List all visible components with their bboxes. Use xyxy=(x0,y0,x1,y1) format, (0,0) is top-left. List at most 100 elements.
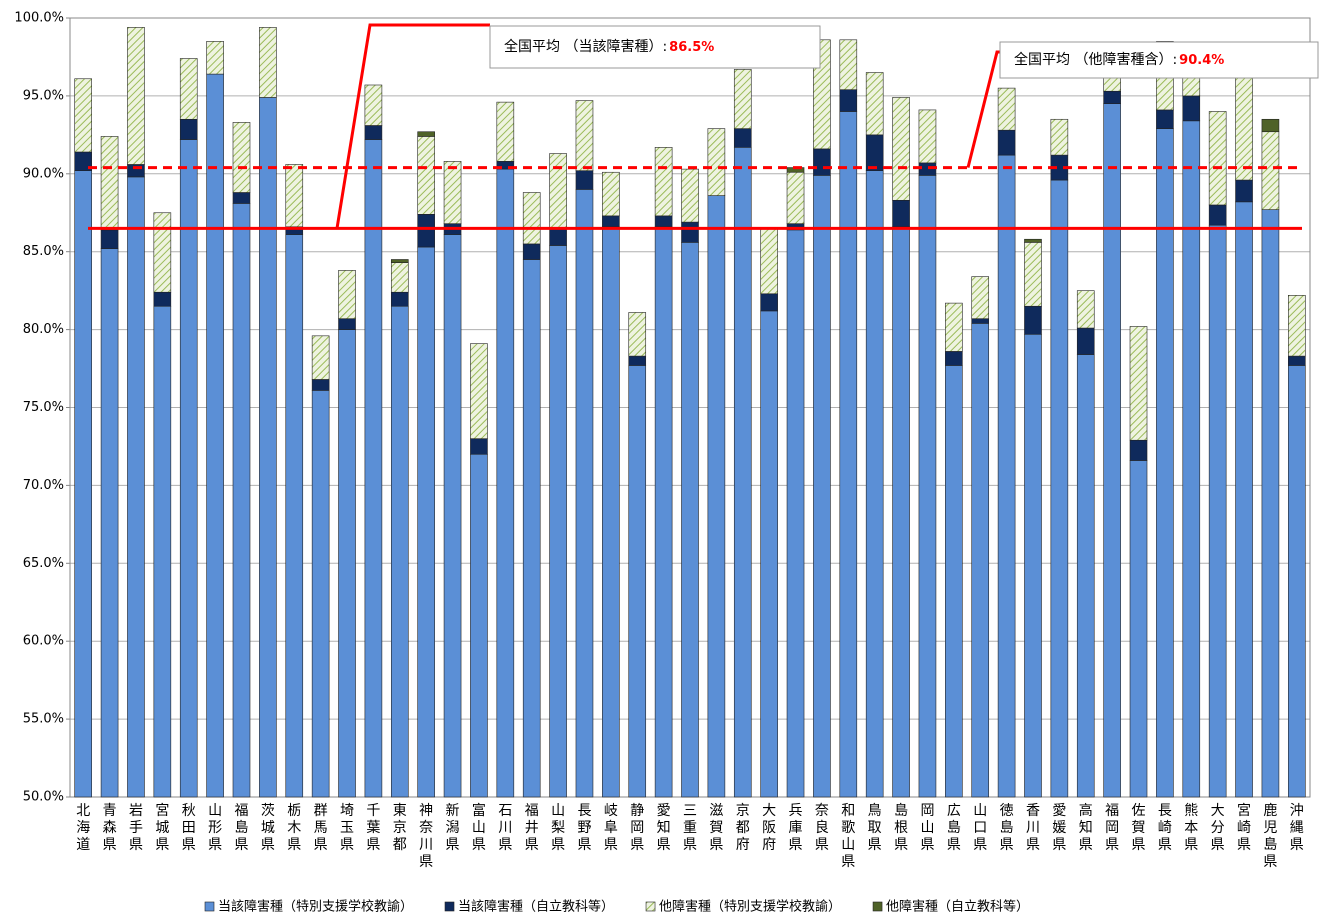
legend-swatch xyxy=(444,901,455,912)
bar-segment xyxy=(311,379,330,391)
y-tick-label: 85.0% xyxy=(23,244,64,259)
y-tick-label: 55.0% xyxy=(23,712,64,727)
bar-segment xyxy=(364,139,383,798)
bar-segment xyxy=(127,27,145,165)
bar-segment xyxy=(707,195,726,798)
x-tick-label: 静岡県 xyxy=(630,803,644,853)
x-tick-label: 栃木県 xyxy=(287,803,301,853)
bar-segment xyxy=(417,131,435,137)
legend-label: 他障害種（自立教科等） xyxy=(886,899,1029,915)
bar-segment xyxy=(997,154,1016,798)
bar-segment xyxy=(760,310,778,798)
bar-segment xyxy=(628,312,647,357)
bar-segment xyxy=(338,318,356,330)
reference-lines: 全国平均 （当該障害種）: 86.5% 全国平均 （他障害種含）: 90.4% xyxy=(88,23,1319,230)
bar-segment xyxy=(100,229,119,249)
x-tick-label: 大分県 xyxy=(1211,803,1225,853)
bar-segment xyxy=(390,305,409,798)
x-tick-label: 埼玉県 xyxy=(340,803,354,853)
bar-segment xyxy=(602,215,620,228)
bar-segment xyxy=(259,27,277,98)
callout-text: 全国平均 （当該障害種）: 86.5% xyxy=(504,38,714,55)
bar-segment xyxy=(654,226,673,798)
x-tick-label: 岡山県 xyxy=(920,803,934,853)
legend-swatch xyxy=(204,901,215,912)
bar-segment xyxy=(417,214,435,248)
bar-segment xyxy=(549,228,567,246)
callout-text: 全国平均 （他障害種含）: 90.4% xyxy=(1014,51,1224,68)
x-tick-label: 愛知県 xyxy=(657,803,671,853)
bar-segment xyxy=(918,162,937,176)
x-tick-label: 群馬県 xyxy=(314,803,328,853)
bar-segment xyxy=(522,243,541,260)
x-tick-label: 岩手県 xyxy=(129,803,143,853)
bar-segment xyxy=(997,87,1016,131)
bar-segment xyxy=(100,136,119,231)
bar-segment xyxy=(654,147,673,217)
bar-segment xyxy=(1129,439,1148,461)
bar-segment xyxy=(892,199,910,228)
x-tick-label: 鹿児島県 xyxy=(1263,802,1277,870)
x-tick-label: 沖縄県 xyxy=(1290,803,1304,853)
bar-segment xyxy=(549,245,567,798)
callout-box xyxy=(999,41,1319,79)
bar-segment xyxy=(153,291,172,307)
bar-segment xyxy=(839,111,858,798)
bar-segment xyxy=(390,259,409,263)
bar-segment xyxy=(153,305,172,798)
bar-segment xyxy=(74,78,92,153)
x-tick-label: 広島県 xyxy=(947,803,961,853)
y-tick-label: 75.0% xyxy=(23,400,64,415)
bar-segment xyxy=(127,176,145,798)
bar-segment xyxy=(971,323,990,798)
bar-segment xyxy=(733,128,752,148)
bar-segment xyxy=(311,335,330,380)
bar-segment xyxy=(1208,224,1227,798)
bar-segment xyxy=(971,318,990,324)
bar-segment xyxy=(1103,76,1121,92)
bar-segment xyxy=(1129,460,1148,798)
x-tick-label: 山形県 xyxy=(208,803,222,853)
y-tick-label: 95.0% xyxy=(23,88,64,103)
bar-segment xyxy=(1156,109,1174,129)
bar-segment xyxy=(364,125,383,140)
bar-segment xyxy=(1208,204,1227,226)
x-tick-label: 神奈川県 xyxy=(419,803,433,870)
bar-segment xyxy=(971,276,990,319)
bar-segment xyxy=(364,84,383,126)
callout-label: 全国平均 （他障害種含）: xyxy=(1014,51,1177,68)
bar-segment xyxy=(470,453,488,798)
bar-segment xyxy=(311,390,330,798)
x-tick-label: 秋田県 xyxy=(182,803,196,853)
y-tick-label: 70.0% xyxy=(23,478,64,493)
x-tick-label: 青森県 xyxy=(103,803,117,853)
bar-segment xyxy=(628,355,647,366)
bar-segment xyxy=(390,291,409,307)
bar-segment xyxy=(1024,333,1042,798)
bar-segment xyxy=(206,41,224,75)
x-tick-label: 山口県 xyxy=(973,803,987,853)
bar-segment xyxy=(575,189,594,798)
callout-connector xyxy=(966,50,1000,168)
bar-segment xyxy=(1076,327,1095,355)
bar-segment xyxy=(1050,118,1069,156)
x-tick-label: 佐賀県 xyxy=(1132,803,1146,853)
bar-segment xyxy=(1288,365,1306,798)
bar-segment xyxy=(443,234,462,798)
x-tick-label: 京都府 xyxy=(736,803,750,853)
legend-label: 当該障害種（特別支援学校教諭） xyxy=(218,899,413,915)
bar-segment xyxy=(760,293,778,312)
bar-segment xyxy=(1024,238,1042,243)
bar-segment xyxy=(681,242,699,798)
bar-segment xyxy=(602,171,620,217)
x-tick-label: 和歌山県 xyxy=(841,803,855,870)
x-tick-label: 富山県 xyxy=(472,802,486,853)
x-tick-label: 岐阜県 xyxy=(604,803,618,853)
bar-segment xyxy=(945,351,963,366)
bar-segment xyxy=(1261,209,1280,798)
x-tick-label: 島根県 xyxy=(894,803,908,853)
bar-segment xyxy=(259,97,277,798)
x-tick-label: 長崎県 xyxy=(1158,803,1172,853)
bar-segment xyxy=(602,226,620,798)
